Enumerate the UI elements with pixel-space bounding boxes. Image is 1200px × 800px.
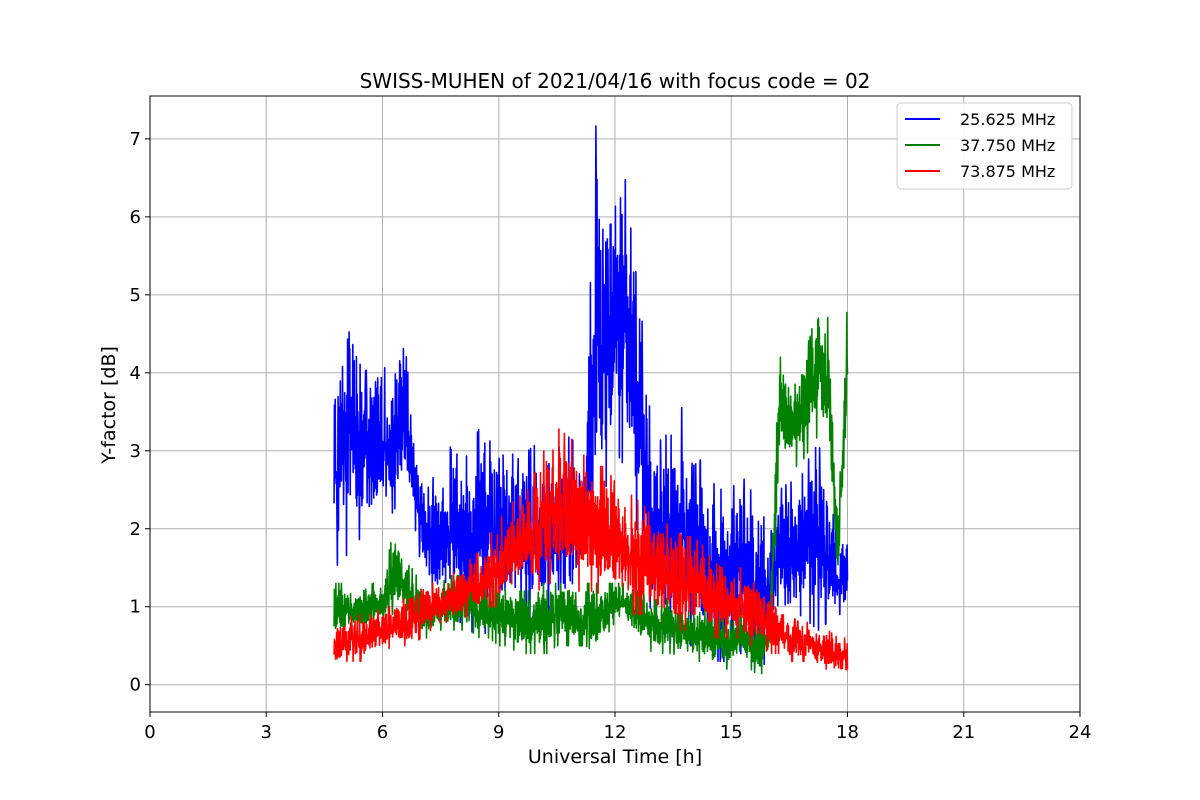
x-tick-label: 15 [720,722,743,743]
chart-title: SWISS-MUHEN of 2021/04/16 with focus cod… [360,69,871,93]
legend-box [896,102,1073,190]
x-tick-label: 24 [1069,722,1092,743]
x-tick-label: 6 [377,722,388,743]
y-tick-label: 3 [130,441,141,462]
y-axis-title: Y-factor [dB] [98,346,120,465]
x-tick-label: 18 [836,722,859,743]
legend: 25.625 MHz 37.750 MHz 73.875 MHz [896,102,1073,190]
y-tick-label: 2 [130,519,141,540]
y-tick-label: 5 [130,285,141,306]
series-line-3 [333,428,849,671]
y-tick-label: 1 [130,597,141,618]
legend-label-3: 73.875 MHz [960,162,1055,181]
y-tick-label: 7 [130,129,141,150]
x-tick-label: 9 [493,722,504,743]
x-tick-label: 0 [144,722,155,743]
y-tick-label: 0 [130,675,141,696]
x-tick-label: 12 [604,722,627,743]
x-axis-title: Universal Time [h] [528,746,702,768]
legend-label-2: 37.750 MHz [960,136,1055,155]
plot-series [333,125,849,675]
y-tick-label: 6 [130,207,141,228]
x-tick-label: 21 [952,722,975,743]
x-tick-label: 3 [261,722,272,743]
y-tick-label: 4 [130,363,141,384]
legend-label-1: 25.625 MHz [960,110,1055,129]
